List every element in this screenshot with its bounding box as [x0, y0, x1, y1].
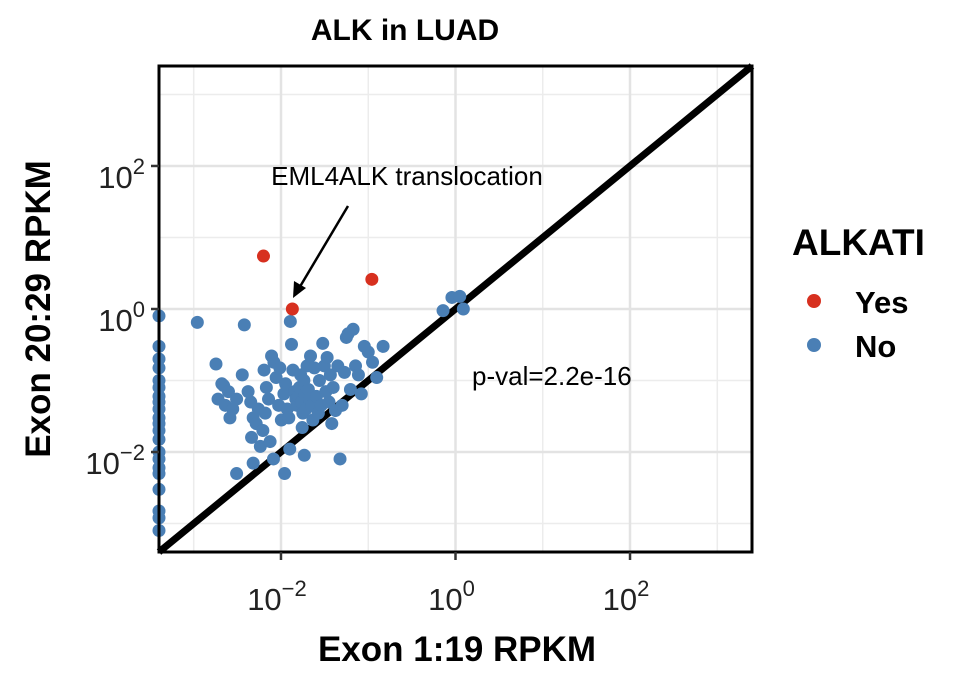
data-points	[152, 249, 470, 537]
y-axis-title: Exon 20:29 RPKM	[19, 160, 58, 458]
data-point-no	[283, 314, 297, 328]
data-point-no	[278, 467, 292, 481]
legend-title: ALKATI	[792, 222, 925, 263]
data-point-no	[297, 448, 311, 462]
x-tick-label: 102	[603, 576, 650, 617]
data-point-no	[326, 380, 340, 394]
data-point-yes	[365, 272, 379, 286]
data-point-no	[376, 339, 390, 353]
legend-label-yes: Yes	[855, 285, 908, 320]
data-point-no	[335, 398, 349, 412]
legend-swatch-yes	[807, 294, 821, 308]
data-point-no	[223, 411, 237, 425]
data-point-no	[316, 336, 330, 350]
data-point-no	[285, 337, 299, 351]
legend-label-no: No	[855, 329, 896, 364]
x-tick-label: 100	[428, 576, 475, 617]
data-point-no	[237, 318, 251, 332]
data-point-no	[259, 380, 273, 394]
data-point-no	[190, 315, 204, 329]
data-point-no	[282, 411, 296, 425]
data-point-no	[230, 467, 244, 481]
legend-swatch-no	[807, 338, 821, 352]
data-point-no	[307, 361, 321, 375]
data-point-no	[295, 421, 309, 435]
data-point-no	[370, 371, 384, 385]
data-point-no	[263, 435, 277, 449]
data-point-no	[266, 452, 280, 466]
legend: ALKATI Yes No	[792, 222, 925, 364]
data-point-no	[325, 417, 339, 431]
data-point-no	[436, 304, 450, 318]
data-point-no	[312, 374, 326, 388]
data-point-no	[323, 368, 337, 382]
y-tick-label: 10−2	[85, 440, 145, 481]
data-point-no	[235, 368, 249, 382]
identity-line	[156, 63, 755, 555]
data-point-no	[246, 456, 260, 470]
data-point-no	[209, 357, 223, 371]
data-point-no	[253, 439, 267, 453]
x-tick-label: 10−2	[247, 576, 307, 617]
data-point-yes	[256, 249, 270, 263]
data-point-no	[337, 365, 351, 379]
data-point-no	[456, 302, 470, 316]
data-point-no	[283, 442, 297, 456]
grid-lines	[159, 66, 752, 552]
data-point-no	[245, 430, 259, 444]
data-point-no	[273, 361, 287, 375]
data-point-no	[453, 289, 467, 303]
data-point-no	[230, 392, 244, 406]
chart-title: ALK in LUAD	[311, 14, 499, 47]
y-axis-ticks: 102 100 10−2	[85, 154, 159, 481]
x-axis-ticks: 10−2 100 102	[247, 552, 649, 617]
data-point-no	[343, 382, 357, 396]
data-point-no	[258, 406, 272, 420]
data-point-no	[346, 322, 360, 336]
data-point-no	[304, 349, 318, 363]
translocation-annotation: EML4ALK translocation	[271, 161, 543, 191]
y-tick-label: 102	[98, 154, 145, 195]
data-point-no	[241, 385, 255, 399]
annotation-arrowhead-icon	[293, 281, 306, 298]
data-point-no	[257, 363, 271, 377]
data-point-no	[333, 452, 347, 466]
data-point-no	[277, 387, 291, 401]
annotation-arrow-shaft	[296, 205, 350, 291]
data-point-no	[366, 355, 380, 369]
data-point-yes	[285, 302, 299, 316]
data-point-no	[361, 345, 375, 359]
data-point-no	[279, 377, 293, 391]
data-point-no	[320, 350, 334, 364]
data-point-no	[262, 392, 276, 406]
pval-annotation: p-val=2.2e-16	[472, 361, 632, 391]
x-axis-title: Exon 1:19 RPKM	[318, 630, 596, 669]
data-point-no	[354, 387, 368, 401]
data-point-no	[256, 424, 270, 437]
data-point-no	[351, 368, 365, 382]
y-tick-label: 100	[98, 297, 145, 338]
